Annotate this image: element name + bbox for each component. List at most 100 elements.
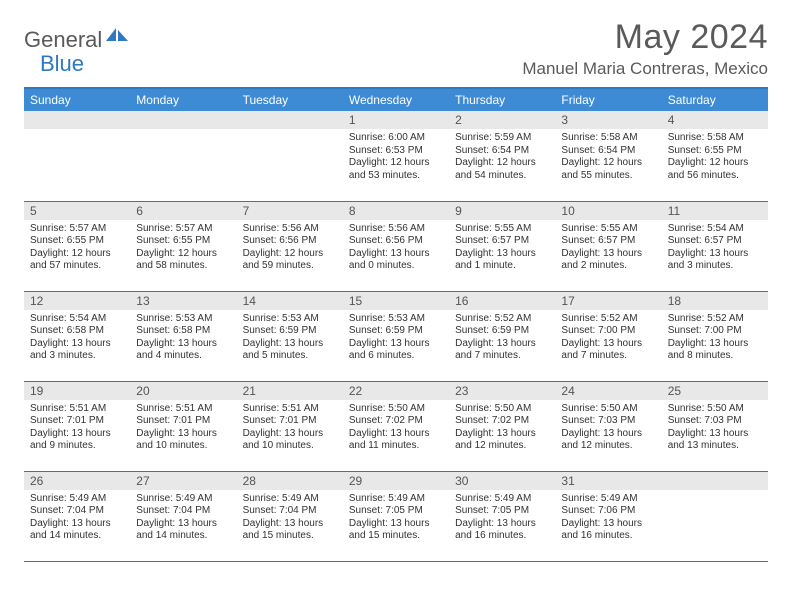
logo-sail-icon: [106, 26, 128, 47]
day-details: Sunrise: 5:49 AMSunset: 7:05 PMDaylight:…: [449, 490, 555, 547]
daylight-line: Daylight: 13 hours and 12 minutes.: [561, 428, 655, 453]
calendar-table: Sunday Monday Tuesday Wednesday Thursday…: [24, 87, 768, 562]
day-details: Sunrise: 5:50 AMSunset: 7:03 PMDaylight:…: [662, 400, 768, 457]
calendar-day-cell: 24Sunrise: 5:50 AMSunset: 7:03 PMDayligh…: [555, 381, 661, 471]
day-number: 2: [449, 111, 555, 129]
calendar-day-cell: [662, 471, 768, 561]
sunset-line: Sunset: 7:03 PM: [561, 415, 655, 428]
day-details: Sunrise: 5:58 AMSunset: 6:54 PMDaylight:…: [555, 129, 661, 186]
day-number: 9: [449, 202, 555, 220]
calendar-day-cell: 12Sunrise: 5:54 AMSunset: 6:58 PMDayligh…: [24, 291, 130, 381]
calendar-day-cell: 5Sunrise: 5:57 AMSunset: 6:55 PMDaylight…: [24, 201, 130, 291]
day-number: 10: [555, 202, 661, 220]
sunrise-line: Sunrise: 5:57 AM: [30, 223, 124, 236]
sunrise-line: Sunrise: 5:50 AM: [349, 403, 443, 416]
day-details: Sunrise: 5:52 AMSunset: 7:00 PMDaylight:…: [555, 310, 661, 367]
day-details: Sunrise: 5:53 AMSunset: 6:59 PMDaylight:…: [343, 310, 449, 367]
sunrise-line: Sunrise: 5:50 AM: [455, 403, 549, 416]
day-details: Sunrise: 5:51 AMSunset: 7:01 PMDaylight:…: [24, 400, 130, 457]
day-details: Sunrise: 5:49 AMSunset: 7:05 PMDaylight:…: [343, 490, 449, 547]
sunset-line: Sunset: 6:56 PM: [349, 235, 443, 248]
calendar-week-row: 26Sunrise: 5:49 AMSunset: 7:04 PMDayligh…: [24, 471, 768, 561]
sunset-line: Sunset: 7:00 PM: [668, 325, 762, 338]
day-number-bar: [24, 111, 130, 129]
daylight-line: Daylight: 13 hours and 15 minutes.: [243, 518, 337, 543]
sunset-line: Sunset: 6:57 PM: [561, 235, 655, 248]
calendar-day-cell: 9Sunrise: 5:55 AMSunset: 6:57 PMDaylight…: [449, 201, 555, 291]
calendar-day-cell: 28Sunrise: 5:49 AMSunset: 7:04 PMDayligh…: [237, 471, 343, 561]
calendar-day-cell: 14Sunrise: 5:53 AMSunset: 6:59 PMDayligh…: [237, 291, 343, 381]
daylight-line: Daylight: 13 hours and 5 minutes.: [243, 338, 337, 363]
weekday-header: Monday: [130, 88, 236, 111]
calendar-day-cell: 29Sunrise: 5:49 AMSunset: 7:05 PMDayligh…: [343, 471, 449, 561]
sunrise-line: Sunrise: 5:51 AM: [30, 403, 124, 416]
day-details: Sunrise: 5:54 AMSunset: 6:58 PMDaylight:…: [24, 310, 130, 367]
day-number: 29: [343, 472, 449, 490]
daylight-line: Daylight: 12 hours and 58 minutes.: [136, 248, 230, 273]
sunset-line: Sunset: 7:04 PM: [30, 505, 124, 518]
sunset-line: Sunset: 6:59 PM: [349, 325, 443, 338]
calendar-body: 1Sunrise: 6:00 AMSunset: 6:53 PMDaylight…: [24, 111, 768, 561]
day-details: Sunrise: 5:56 AMSunset: 6:56 PMDaylight:…: [343, 220, 449, 277]
daylight-line: Daylight: 13 hours and 7 minutes.: [455, 338, 549, 363]
day-details: Sunrise: 5:52 AMSunset: 6:59 PMDaylight:…: [449, 310, 555, 367]
sunset-line: Sunset: 6:55 PM: [136, 235, 230, 248]
daylight-line: Daylight: 13 hours and 15 minutes.: [349, 518, 443, 543]
calendar-day-cell: 1Sunrise: 6:00 AMSunset: 6:53 PMDaylight…: [343, 111, 449, 201]
daylight-line: Daylight: 13 hours and 16 minutes.: [455, 518, 549, 543]
day-number: 30: [449, 472, 555, 490]
calendar-day-cell: 2Sunrise: 5:59 AMSunset: 6:54 PMDaylight…: [449, 111, 555, 201]
calendar-day-cell: 31Sunrise: 5:49 AMSunset: 7:06 PMDayligh…: [555, 471, 661, 561]
day-number: 15: [343, 292, 449, 310]
sunset-line: Sunset: 7:05 PM: [349, 505, 443, 518]
calendar-day-cell: 26Sunrise: 5:49 AMSunset: 7:04 PMDayligh…: [24, 471, 130, 561]
day-details: Sunrise: 5:53 AMSunset: 6:59 PMDaylight:…: [237, 310, 343, 367]
sunset-line: Sunset: 7:05 PM: [455, 505, 549, 518]
sunset-line: Sunset: 7:01 PM: [136, 415, 230, 428]
day-number: 13: [130, 292, 236, 310]
day-number: 26: [24, 472, 130, 490]
sunset-line: Sunset: 7:02 PM: [349, 415, 443, 428]
daylight-line: Daylight: 12 hours and 53 minutes.: [349, 157, 443, 182]
calendar-day-cell: [24, 111, 130, 201]
day-details: Sunrise: 5:57 AMSunset: 6:55 PMDaylight:…: [24, 220, 130, 277]
day-details: Sunrise: 6:00 AMSunset: 6:53 PMDaylight:…: [343, 129, 449, 186]
sunset-line: Sunset: 7:00 PM: [561, 325, 655, 338]
calendar-day-cell: [237, 111, 343, 201]
daylight-line: Daylight: 13 hours and 3 minutes.: [668, 248, 762, 273]
sunrise-line: Sunrise: 5:52 AM: [668, 313, 762, 326]
sunrise-line: Sunrise: 5:53 AM: [349, 313, 443, 326]
day-number: 25: [662, 382, 768, 400]
day-number: 6: [130, 202, 236, 220]
day-number: 22: [343, 382, 449, 400]
day-number: 27: [130, 472, 236, 490]
day-number: 18: [662, 292, 768, 310]
sunrise-line: Sunrise: 5:56 AM: [243, 223, 337, 236]
day-details: Sunrise: 5:50 AMSunset: 7:03 PMDaylight:…: [555, 400, 661, 457]
day-number: 4: [662, 111, 768, 129]
sunset-line: Sunset: 6:54 PM: [455, 145, 549, 158]
sunrise-line: Sunrise: 5:51 AM: [243, 403, 337, 416]
sunrise-line: Sunrise: 5:58 AM: [668, 132, 762, 145]
sunset-line: Sunset: 7:03 PM: [668, 415, 762, 428]
sunrise-line: Sunrise: 5:55 AM: [561, 223, 655, 236]
sunrise-line: Sunrise: 5:55 AM: [455, 223, 549, 236]
sunset-line: Sunset: 7:01 PM: [30, 415, 124, 428]
sunrise-line: Sunrise: 5:58 AM: [561, 132, 655, 145]
day-details: Sunrise: 5:55 AMSunset: 6:57 PMDaylight:…: [555, 220, 661, 277]
day-number: 17: [555, 292, 661, 310]
sunrise-line: Sunrise: 5:50 AM: [668, 403, 762, 416]
daylight-line: Daylight: 13 hours and 14 minutes.: [30, 518, 124, 543]
calendar-day-cell: 25Sunrise: 5:50 AMSunset: 7:03 PMDayligh…: [662, 381, 768, 471]
day-number: 12: [24, 292, 130, 310]
calendar-week-row: 5Sunrise: 5:57 AMSunset: 6:55 PMDaylight…: [24, 201, 768, 291]
sunrise-line: Sunrise: 5:49 AM: [349, 493, 443, 506]
sunset-line: Sunset: 7:01 PM: [243, 415, 337, 428]
sunrise-line: Sunrise: 5:49 AM: [561, 493, 655, 506]
sunrise-line: Sunrise: 6:00 AM: [349, 132, 443, 145]
sunrise-line: Sunrise: 5:49 AM: [136, 493, 230, 506]
calendar-day-cell: 7Sunrise: 5:56 AMSunset: 6:56 PMDaylight…: [237, 201, 343, 291]
sunrise-line: Sunrise: 5:51 AM: [136, 403, 230, 416]
day-number-bar: [130, 111, 236, 129]
sunset-line: Sunset: 6:58 PM: [30, 325, 124, 338]
